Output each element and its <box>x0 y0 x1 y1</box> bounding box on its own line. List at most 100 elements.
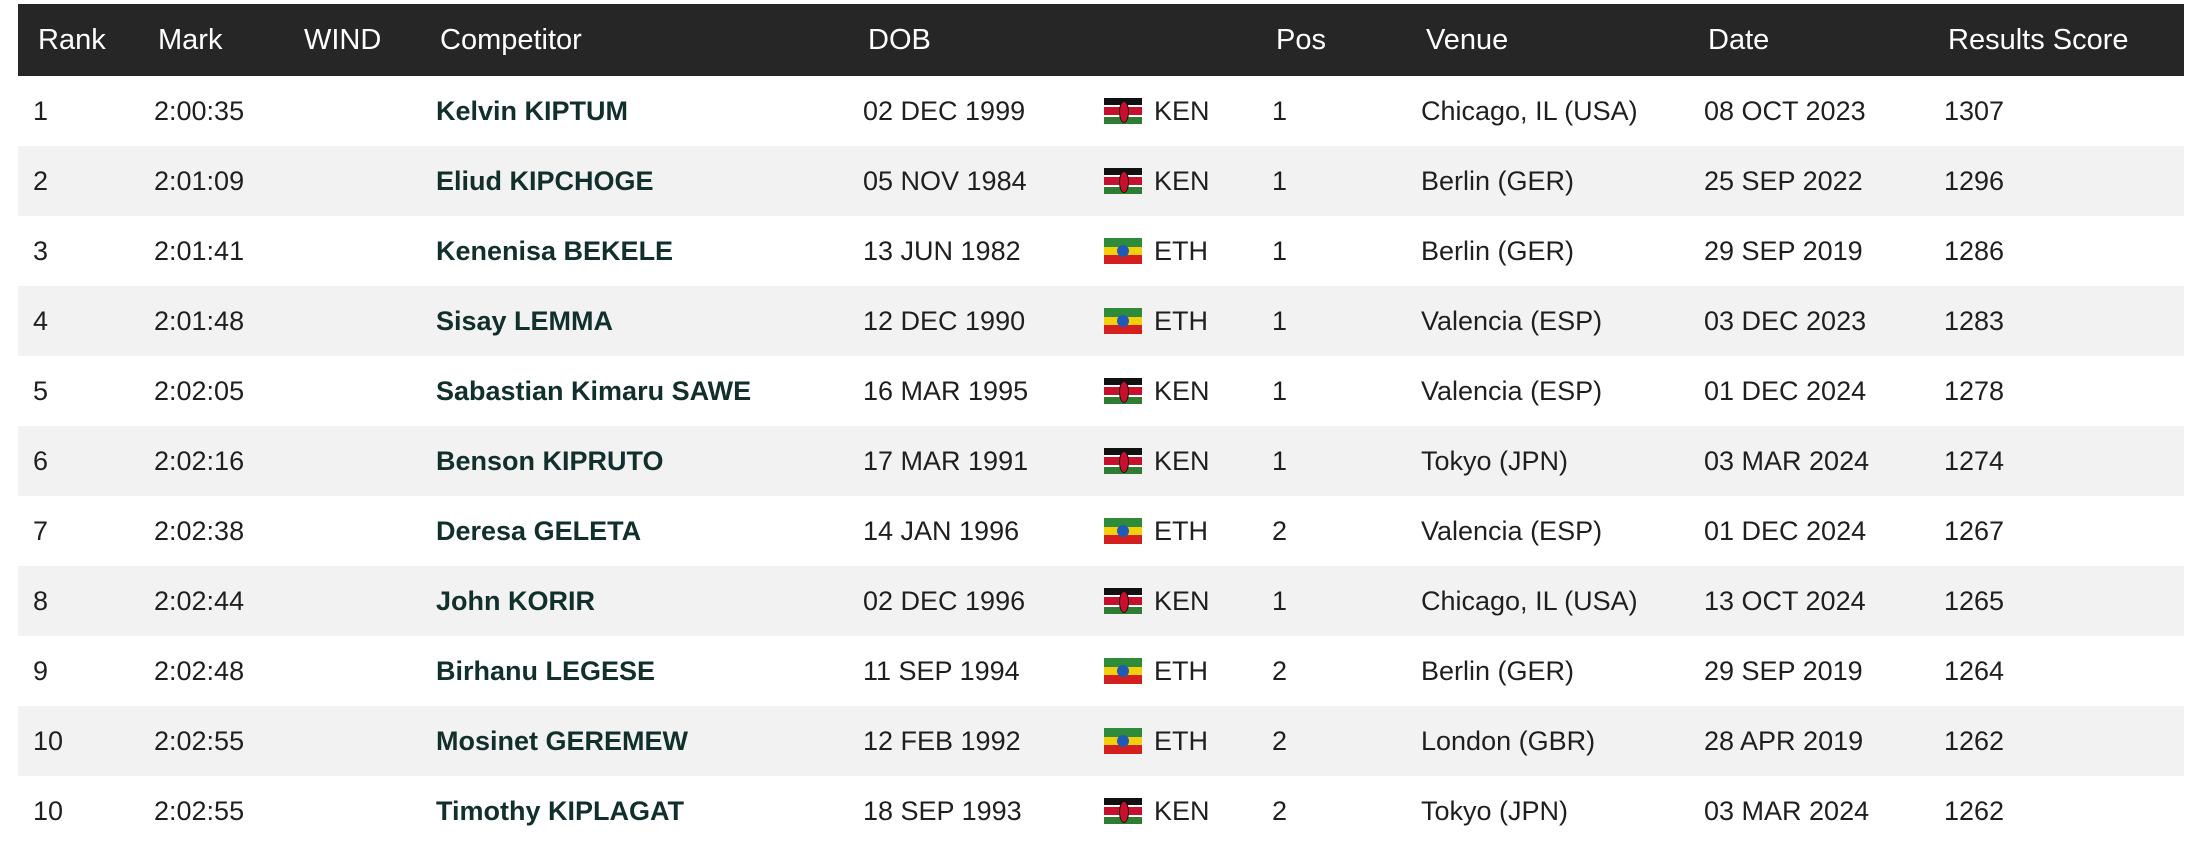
nationality-cell: KEN <box>1104 146 1210 216</box>
table-row: 10 2:02:55 Mosinet GEREMEW 12 FEB 1992 ETH 2 L… <box>18 706 2184 776</box>
header-date[interactable]: Date <box>1708 24 1770 56</box>
date-cell: 13 OCT 2024 <box>1704 586 1866 616</box>
results-score-cell: 1307 <box>1944 96 2005 126</box>
country-code: KEN <box>1154 376 1210 406</box>
venue-cell: Valencia (ESP) <box>1421 516 1603 546</box>
header-wind[interactable]: WIND <box>304 24 382 56</box>
dob-cell: 17 MAR 1991 <box>863 446 1029 476</box>
mark-cell: 2:01:48 <box>154 306 245 336</box>
results-score-cell: 1264 <box>1944 656 2005 686</box>
date-cell: 29 SEP 2019 <box>1704 656 1863 686</box>
table-body: 1 2:00:35 Kelvin KIPTUM 02 DEC 1999 KEN 1 Chic… <box>18 76 2184 846</box>
results-table: Rank Mark WIND Competitor DOB Pos Venue … <box>18 4 2184 846</box>
pos-cell: 2 <box>1272 796 1288 826</box>
date-cell: 25 SEP 2022 <box>1704 166 1863 196</box>
results-score-cell: 1262 <box>1944 796 2005 826</box>
kenya-flag-icon <box>1104 378 1142 404</box>
mark-cell: 2:02:38 <box>154 516 245 546</box>
pos-cell: 1 <box>1272 446 1288 476</box>
kenya-flag-icon <box>1104 448 1142 474</box>
date-cell: 29 SEP 2019 <box>1704 236 1863 266</box>
mark-cell: 2:02:55 <box>154 796 245 826</box>
nationality-cell: ETH <box>1104 496 1208 566</box>
rank-cell: 10 <box>33 796 64 826</box>
pos-cell: 1 <box>1272 306 1288 336</box>
competitor-link[interactable]: Timothy KIPLAGAT <box>436 796 684 826</box>
results-score-cell: 1265 <box>1944 586 2005 616</box>
country-code: ETH <box>1154 516 1208 546</box>
country-code: KEN <box>1154 446 1210 476</box>
mark-cell: 2:00:35 <box>154 96 245 126</box>
date-cell: 03 DEC 2023 <box>1704 306 1867 336</box>
table-row: 5 2:02:05 Sabastian Kimaru SAWE 16 MAR 1995… <box>18 356 2184 426</box>
competitor-link[interactable]: Kenenisa BEKELE <box>436 236 674 266</box>
competitor-link[interactable]: Eliud KIPCHOGE <box>436 166 654 196</box>
table-row: 9 2:02:48 Birhanu LEGESE 11 SEP 1994 ETH 2 Ber… <box>18 636 2184 706</box>
competitor-link[interactable]: Mosinet GEREMEW <box>436 726 689 756</box>
competitor-link[interactable]: Kelvin KIPTUM <box>436 96 629 126</box>
kenya-flag-icon <box>1104 168 1142 194</box>
pos-cell: 2 <box>1272 726 1288 756</box>
venue-cell: Tokyo (JPN) <box>1421 446 1569 476</box>
header-competitor[interactable]: Competitor <box>440 24 582 56</box>
results-score-cell: 1283 <box>1944 306 2005 336</box>
nationality-cell: KEN <box>1104 426 1210 496</box>
mark-cell: 2:02:05 <box>154 376 245 406</box>
table-header: Rank Mark WIND Competitor DOB Pos Venue … <box>18 4 2184 76</box>
header-pos[interactable]: Pos <box>1276 24 1326 56</box>
competitor-link[interactable]: Birhanu LEGESE <box>436 656 656 686</box>
competitor-link[interactable]: Deresa GELETA <box>436 516 642 546</box>
country-code: KEN <box>1154 586 1210 616</box>
venue-cell: Chicago, IL (USA) <box>1421 586 1638 616</box>
table-row: 3 2:01:41 Kenenisa BEKELE 13 JUN 1982 ETH 1 Be… <box>18 216 2184 286</box>
competitor-link[interactable]: Benson KIPRUTO <box>436 446 664 476</box>
country-code: ETH <box>1154 726 1208 756</box>
table-row: 4 2:01:48 Sisay LEMMA 12 DEC 1990 ETH 1 Valenc… <box>18 286 2184 356</box>
nationality-cell: ETH <box>1104 216 1208 286</box>
competitor-link[interactable]: Sabastian Kimaru SAWE <box>436 376 752 406</box>
dob-cell: 12 FEB 1992 <box>863 726 1021 756</box>
pos-cell: 2 <box>1272 516 1288 546</box>
results-score-cell: 1296 <box>1944 166 2005 196</box>
nationality-cell: KEN <box>1104 356 1210 426</box>
header-results-score[interactable]: Results Score <box>1948 24 2129 56</box>
pos-cell: 1 <box>1272 236 1288 266</box>
venue-cell: Valencia (ESP) <box>1421 306 1603 336</box>
header-mark[interactable]: Mark <box>158 24 223 56</box>
country-code: ETH <box>1154 236 1208 266</box>
nationality-cell: KEN <box>1104 776 1210 846</box>
venue-cell: London (GBR) <box>1421 726 1596 756</box>
dob-cell: 05 NOV 1984 <box>863 166 1027 196</box>
dob-cell: 12 DEC 1990 <box>863 306 1026 336</box>
header-dob[interactable]: DOB <box>868 24 931 56</box>
competitor-link[interactable]: John KORIR <box>436 586 595 616</box>
country-code: ETH <box>1154 306 1208 336</box>
header-venue[interactable]: Venue <box>1426 24 1509 56</box>
dob-cell: 02 DEC 1996 <box>863 586 1026 616</box>
date-cell: 03 MAR 2024 <box>1704 796 1870 826</box>
dob-cell: 18 SEP 1993 <box>863 796 1022 826</box>
table-row: 7 2:02:38 Deresa GELETA 14 JAN 1996 ETH 2 Vale… <box>18 496 2184 566</box>
kenya-flag-icon <box>1104 798 1142 824</box>
results-score-cell: 1274 <box>1944 446 2005 476</box>
nationality-cell: ETH <box>1104 706 1208 776</box>
table-row: 10 2:02:55 Timothy KIPLAGAT 18 SEP 1993 KEN 2… <box>18 776 2184 846</box>
table-row: 8 2:02:44 John KORIR 02 DEC 1996 KEN 1 Chicago… <box>18 566 2184 636</box>
venue-cell: Berlin (GER) <box>1421 656 1575 686</box>
pos-cell: 1 <box>1272 96 1288 126</box>
nationality-cell: ETH <box>1104 636 1208 706</box>
pos-cell: 2 <box>1272 656 1288 686</box>
ethiopia-flag-icon <box>1104 728 1142 754</box>
competitor-link[interactable]: Sisay LEMMA <box>436 306 614 336</box>
table-row: 6 2:02:16 Benson KIPRUTO 17 MAR 1991 KEN 1 Tok… <box>18 426 2184 496</box>
rank-cell: 4 <box>33 306 49 336</box>
mark-cell: 2:01:41 <box>154 236 245 266</box>
kenya-flag-icon <box>1104 98 1142 124</box>
table-row: 1 2:00:35 Kelvin KIPTUM 02 DEC 1999 KEN 1 Chic… <box>18 76 2184 146</box>
mark-cell: 2:02:48 <box>154 656 245 686</box>
header-rank[interactable]: Rank <box>38 24 106 56</box>
results-score-cell: 1286 <box>1944 236 2005 266</box>
pos-cell: 1 <box>1272 166 1288 196</box>
nationality-cell: KEN <box>1104 76 1210 146</box>
pos-cell: 1 <box>1272 376 1288 406</box>
